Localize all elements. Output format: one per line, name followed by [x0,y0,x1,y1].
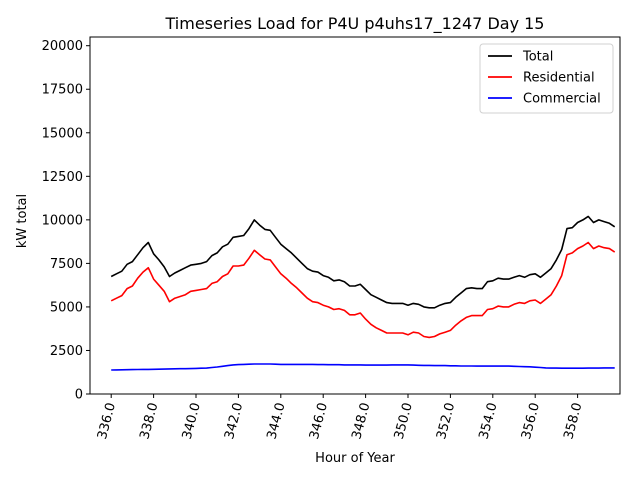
y-tick-label: 20000 [42,39,83,54]
plot-frame [89,36,621,395]
y-tick-label: 2500 [50,344,83,359]
legend-label-residential: Residential [523,71,595,86]
series-line-commercial [111,363,615,371]
y-tick-label: 10000 [42,213,83,228]
y-tick-label: 17500 [42,83,83,98]
series-line-residential [110,241,616,339]
chart-title: Timeseries Load for P4U p4uhs17_1247 Day… [165,14,545,34]
x-axis-title: Hour of Year [315,451,395,466]
y-tick-label: 5000 [50,300,83,315]
legend-label-total: Total [522,50,553,65]
legend-box [479,43,614,114]
legend-label-commercial: Commercial [523,92,601,107]
y-tick-label: 0 [75,388,83,403]
y-tick-label: 12500 [42,170,83,185]
series-line-total [110,215,616,309]
y-tick-label: 15000 [42,126,83,141]
y-axis-title: kW total [15,194,30,248]
y-tick-label: 7500 [50,257,83,272]
